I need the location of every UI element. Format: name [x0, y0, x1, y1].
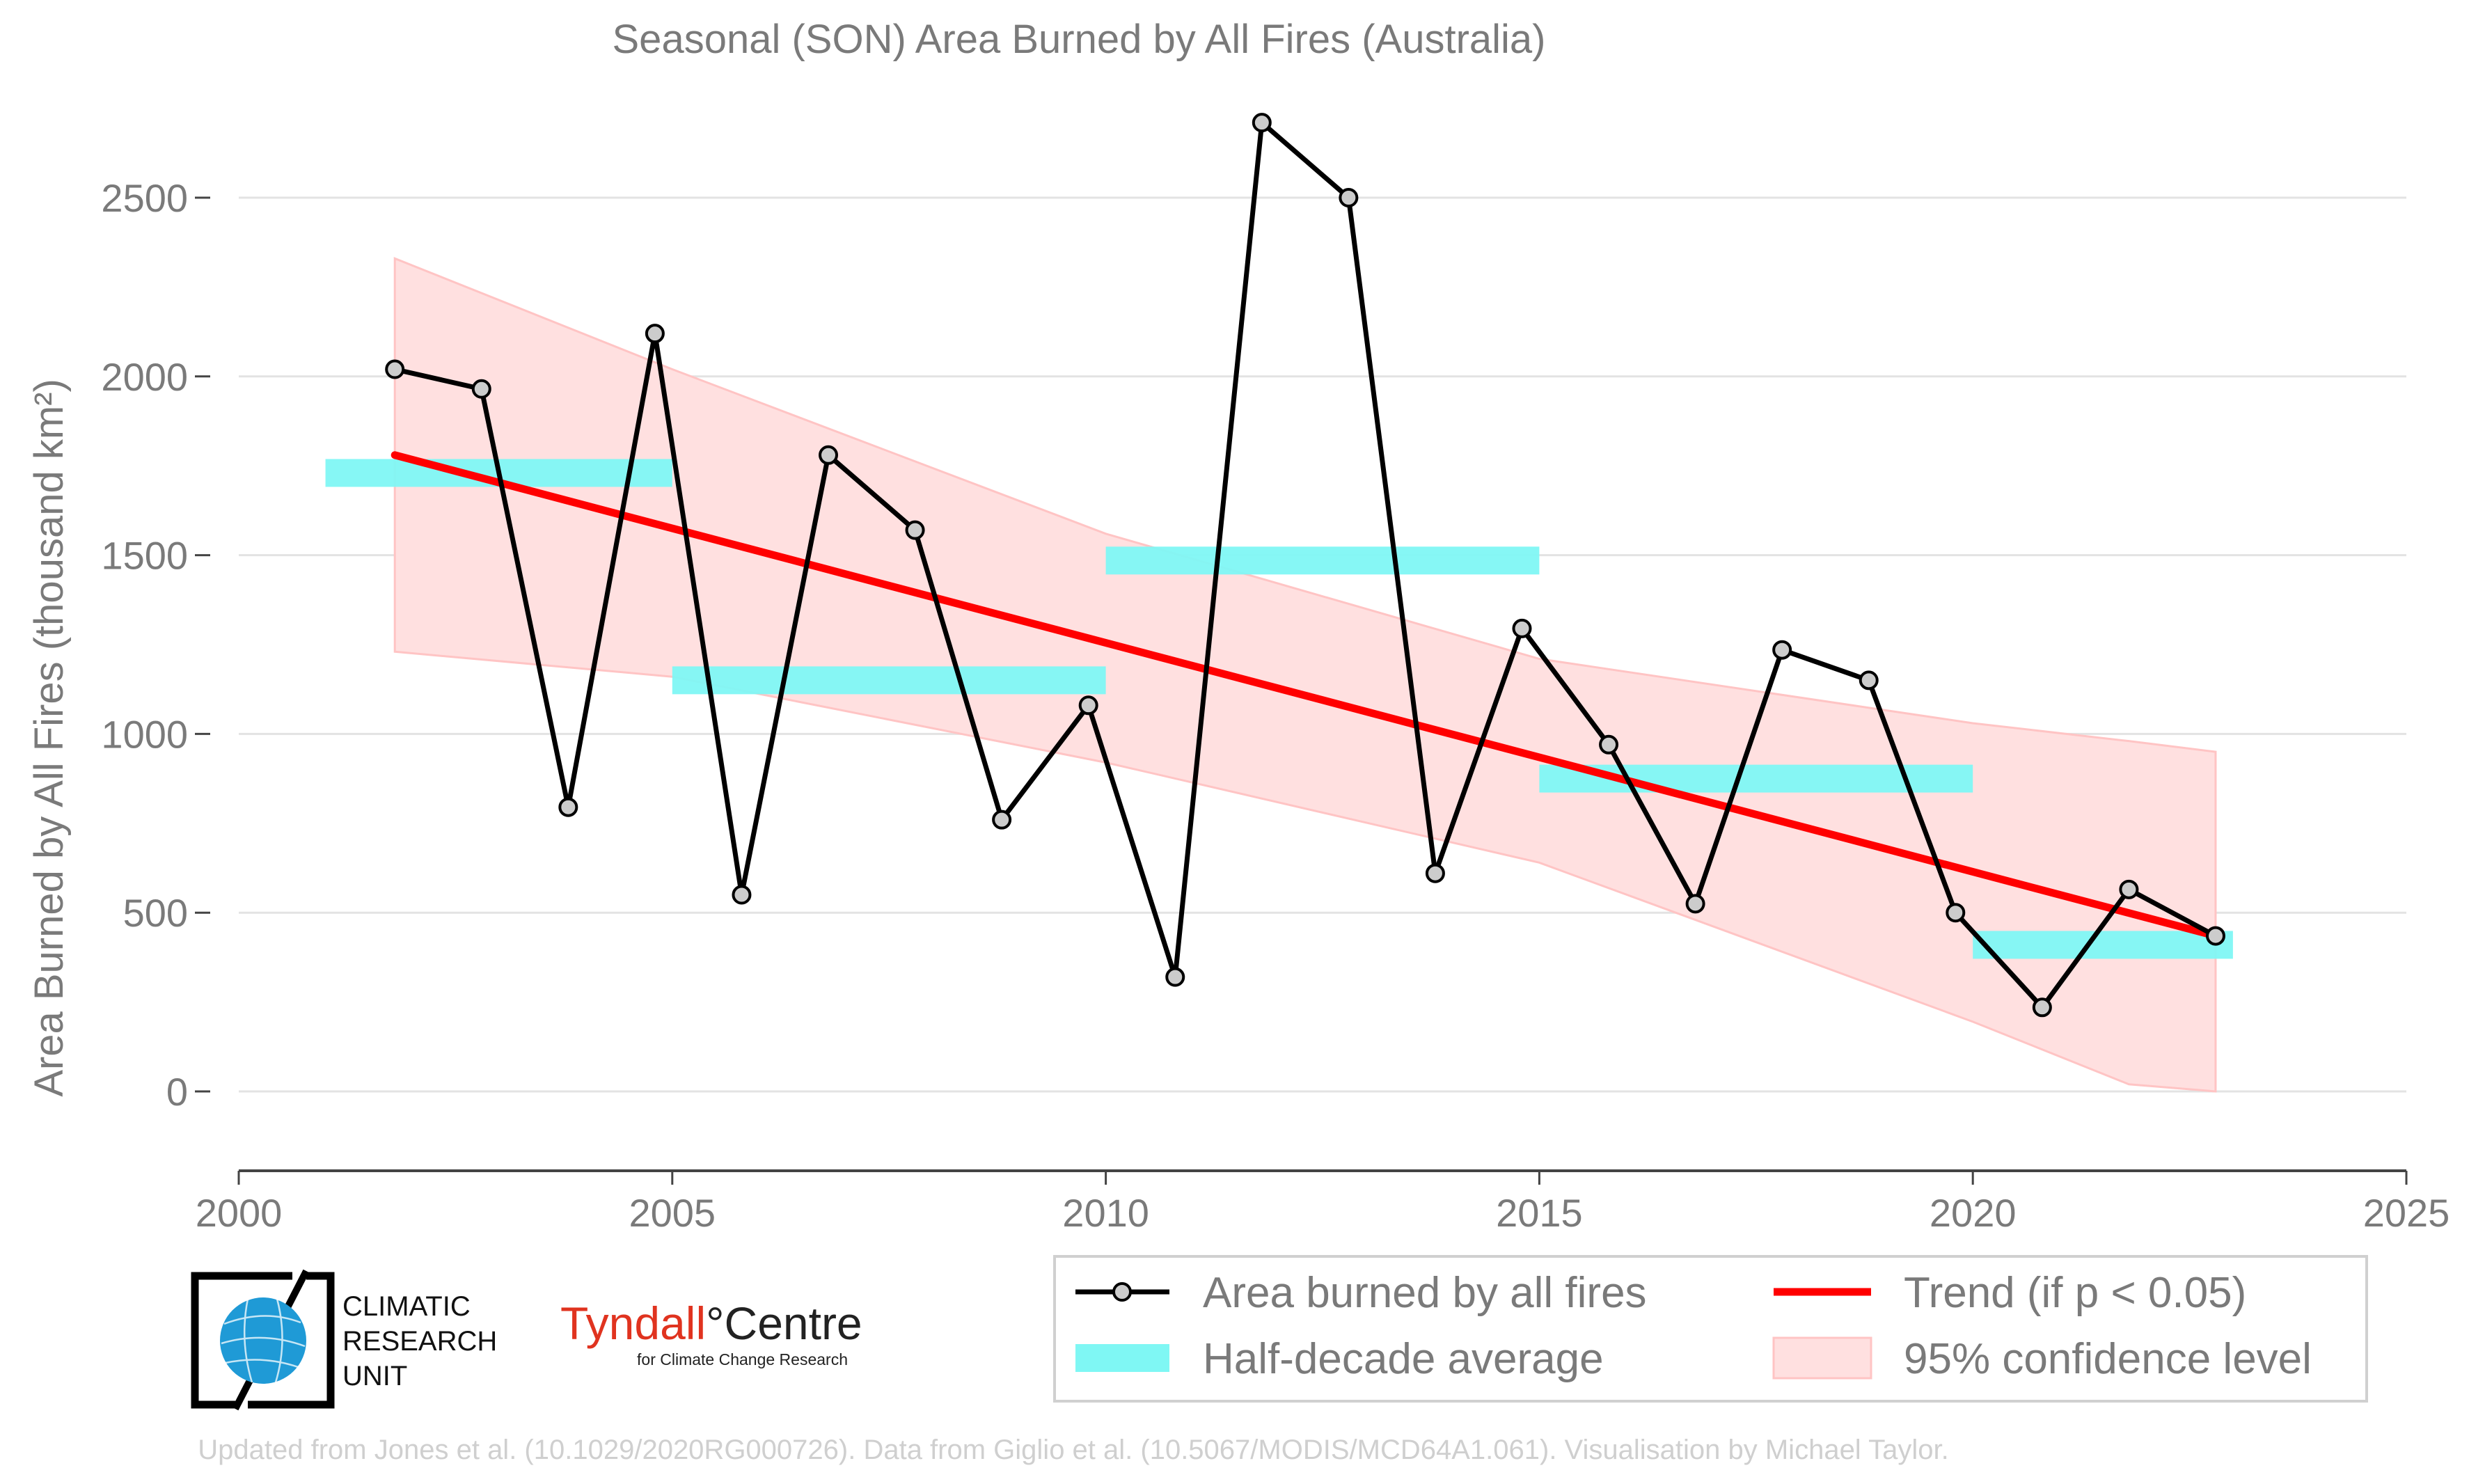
data-point-14	[1599, 734, 1619, 755]
legend-entry-trend: Trend (if p < 0.05)	[1774, 1269, 2246, 1317]
legend-swatch-confidence	[1772, 1336, 1872, 1380]
legend-box	[1053, 1255, 2368, 1403]
x-tick-label-2000: 2000	[196, 1191, 283, 1235]
legend-label-area-burned: Area burned by all fires	[1203, 1269, 1647, 1317]
data-point-4	[732, 885, 752, 905]
data-point-21	[2205, 926, 2225, 946]
y-axis-label: Area Burned by All Fires (thousand km²)	[26, 379, 72, 1097]
data-point-11	[1339, 188, 1359, 207]
legend-entry-half-decade: Half-decade average	[1075, 1335, 1604, 1383]
data-point-19	[2032, 997, 2052, 1018]
legend-label-trend: Trend (if p < 0.05)	[1904, 1269, 2246, 1317]
data-point-5	[819, 445, 839, 465]
tyndall-centre: Centre	[725, 1297, 862, 1349]
trend-line	[391, 451, 2220, 940]
data-point-8	[1078, 695, 1098, 716]
x-tick-label-2015: 2015	[1496, 1191, 1583, 1235]
half-decade-bar-1	[672, 666, 1106, 695]
legend-marker-area-burned	[1112, 1282, 1132, 1302]
legend-entry-area-burned: Area burned by all fires	[1075, 1269, 1647, 1317]
tyndall-degree: °	[706, 1297, 724, 1349]
tyndall-wordmark: Tyndall°Centre	[560, 1297, 862, 1349]
confidence-band	[393, 257, 2217, 1093]
legend-label-confidence: 95% confidence level	[1904, 1335, 2312, 1383]
data-point-7	[992, 810, 1012, 830]
y-axis: 0 500 1000 1500 2000 2500	[101, 176, 210, 1114]
cru-globe-lines	[221, 1298, 306, 1383]
half-decade-bar-4	[1973, 931, 2233, 959]
plot-area	[325, 113, 2233, 1093]
legend-label-half-decade: Half-decade average	[1203, 1335, 1604, 1383]
data-point-0	[385, 359, 405, 379]
area-burned-line	[394, 120, 2217, 1010]
y-tick-label-2500: 2500	[101, 176, 188, 220]
data-point-6	[905, 520, 925, 540]
data-point-18	[1946, 903, 1966, 923]
x-axis: 2000 2005 2010 2015 2020 2025	[196, 1169, 2450, 1235]
y-tick-label-2000: 2000	[101, 355, 188, 399]
data-point-13	[1512, 618, 1532, 638]
data-point-20	[2119, 879, 2139, 899]
legend: Area burned by all fires Trend (if p < 0…	[1053, 1255, 2368, 1403]
cru-line-1: CLIMATIC	[342, 1291, 471, 1322]
data-point-15	[1685, 894, 1705, 914]
data-point-16	[1772, 640, 1792, 660]
y-tick-label-500: 500	[123, 891, 188, 935]
y-tick-label-1500: 1500	[101, 534, 188, 578]
legend-swatch-half-decade	[1075, 1344, 1169, 1372]
y-tick-label-1000: 1000	[101, 712, 188, 756]
data-point-1	[471, 379, 491, 399]
data-point-9	[1165, 967, 1185, 987]
tyndall-logo: Tyndall°Centre for Climate Change Resear…	[560, 1297, 862, 1368]
x-tick-label-2025: 2025	[2363, 1191, 2450, 1235]
x-tick-label-2020: 2020	[1930, 1191, 2017, 1235]
data-point-2	[558, 797, 578, 817]
cru-line-3: UNIT	[342, 1361, 407, 1391]
x-tick-label-2005: 2005	[629, 1191, 716, 1235]
half-decade-bar-2	[1105, 546, 1540, 575]
cru-line-2: RESEARCH	[342, 1326, 497, 1357]
data-point-17	[1859, 670, 1879, 690]
cru-logo-frame	[191, 1272, 335, 1409]
chart-title: Seasonal (SON) Area Burned by All Fires …	[613, 17, 1546, 62]
data-point-12	[1425, 863, 1445, 883]
footer-credit: Updated from Jones et al. (10.1029/2020R…	[198, 1435, 1948, 1465]
y-tick-label-0: 0	[166, 1070, 188, 1114]
data-point-3	[645, 324, 665, 344]
tyndall-name: Tyndall	[560, 1297, 706, 1349]
data-point-10	[1252, 113, 1272, 133]
cru-logo: CLIMATIC RESEARCH UNIT	[191, 1269, 497, 1411]
x-tick-label-2010: 2010	[1062, 1191, 1149, 1235]
legend-entry-confidence: 95% confidence level	[1772, 1335, 2312, 1383]
tyndall-subtitle: for Climate Change Research	[637, 1350, 848, 1368]
